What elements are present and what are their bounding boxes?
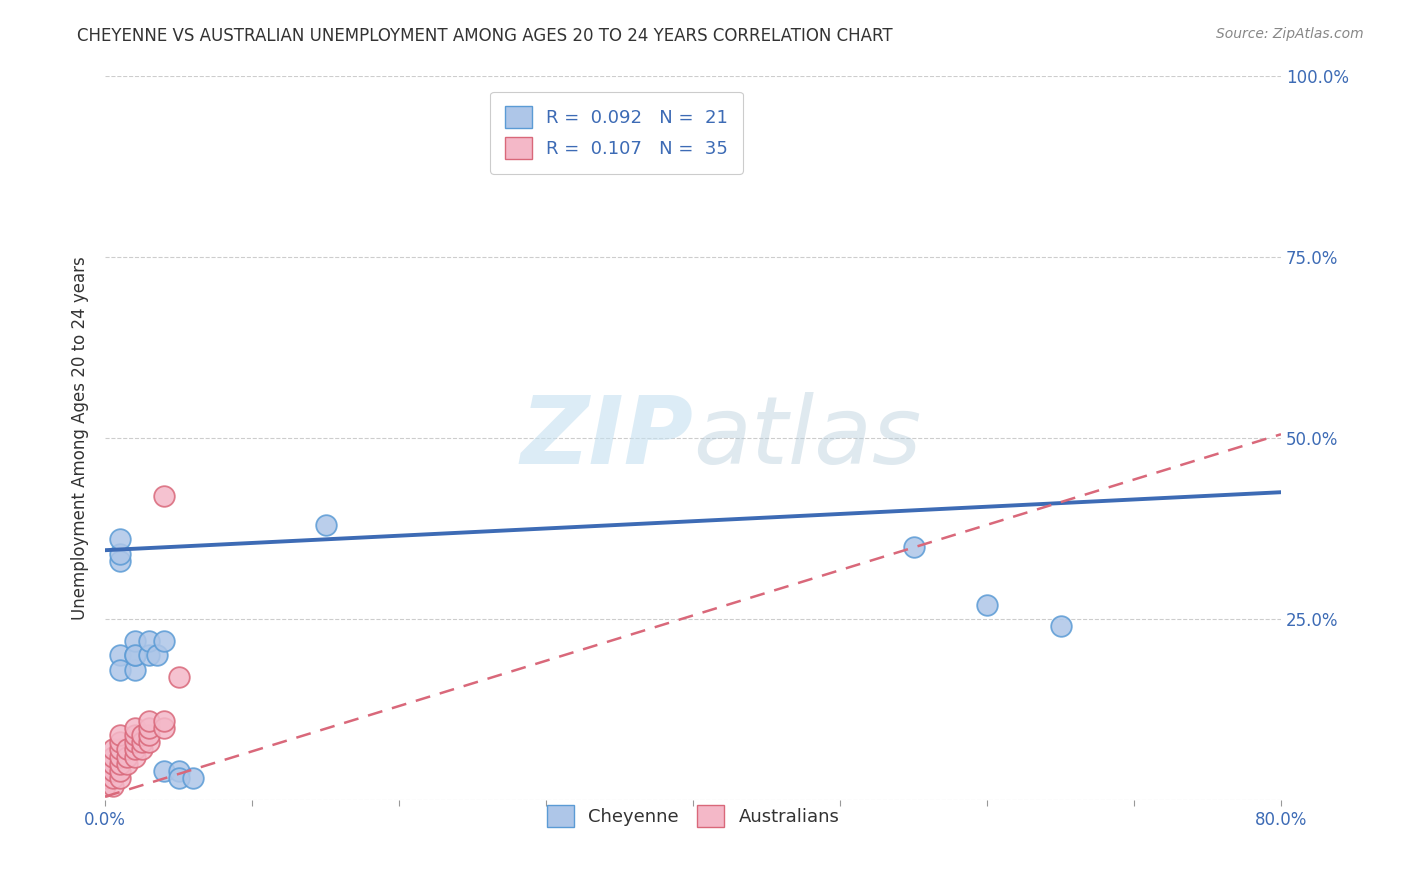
Point xyxy=(138,714,160,728)
Point xyxy=(124,648,146,663)
Text: ZIP: ZIP xyxy=(520,392,693,483)
Point xyxy=(131,728,153,742)
Point xyxy=(108,728,131,742)
Point xyxy=(101,772,124,786)
Point xyxy=(101,779,124,793)
Point xyxy=(124,742,146,756)
Point xyxy=(124,663,146,677)
Point xyxy=(1049,619,1071,633)
Point xyxy=(108,735,131,749)
Point xyxy=(167,772,190,786)
Point xyxy=(167,670,190,684)
Point xyxy=(108,663,131,677)
Point xyxy=(131,742,153,756)
Point xyxy=(108,554,131,568)
Point xyxy=(108,533,131,547)
Point xyxy=(138,728,160,742)
Point xyxy=(101,749,124,764)
Point xyxy=(101,742,124,756)
Point xyxy=(108,764,131,779)
Point xyxy=(153,714,176,728)
Point xyxy=(167,764,190,779)
Legend: Cheyenne, Australians: Cheyenne, Australians xyxy=(540,798,846,835)
Point xyxy=(94,772,117,786)
Point xyxy=(117,756,139,771)
Point xyxy=(124,721,146,735)
Point xyxy=(94,779,117,793)
Point xyxy=(108,547,131,561)
Point xyxy=(108,772,131,786)
Point xyxy=(153,721,176,735)
Point xyxy=(94,764,117,779)
Point xyxy=(153,633,176,648)
Point xyxy=(108,749,131,764)
Point xyxy=(183,772,205,786)
Point xyxy=(124,735,146,749)
Point xyxy=(108,648,131,663)
Point xyxy=(101,764,124,779)
Point xyxy=(124,749,146,764)
Point xyxy=(108,756,131,771)
Text: Source: ZipAtlas.com: Source: ZipAtlas.com xyxy=(1216,27,1364,41)
Point xyxy=(131,735,153,749)
Point xyxy=(108,742,131,756)
Point xyxy=(124,648,146,663)
Point xyxy=(315,517,337,532)
Point xyxy=(153,764,176,779)
Point xyxy=(117,742,139,756)
Text: atlas: atlas xyxy=(693,392,921,483)
Point xyxy=(138,633,160,648)
Point xyxy=(138,648,160,663)
Text: CHEYENNE VS AUSTRALIAN UNEMPLOYMENT AMONG AGES 20 TO 24 YEARS CORRELATION CHART: CHEYENNE VS AUSTRALIAN UNEMPLOYMENT AMON… xyxy=(77,27,893,45)
Point xyxy=(117,749,139,764)
Point xyxy=(903,540,925,554)
Y-axis label: Unemployment Among Ages 20 to 24 years: Unemployment Among Ages 20 to 24 years xyxy=(72,256,89,620)
Point xyxy=(124,633,146,648)
Point xyxy=(124,728,146,742)
Point xyxy=(101,756,124,771)
Point xyxy=(976,598,998,612)
Point xyxy=(145,648,167,663)
Point xyxy=(138,721,160,735)
Point xyxy=(138,735,160,749)
Point xyxy=(153,489,176,503)
